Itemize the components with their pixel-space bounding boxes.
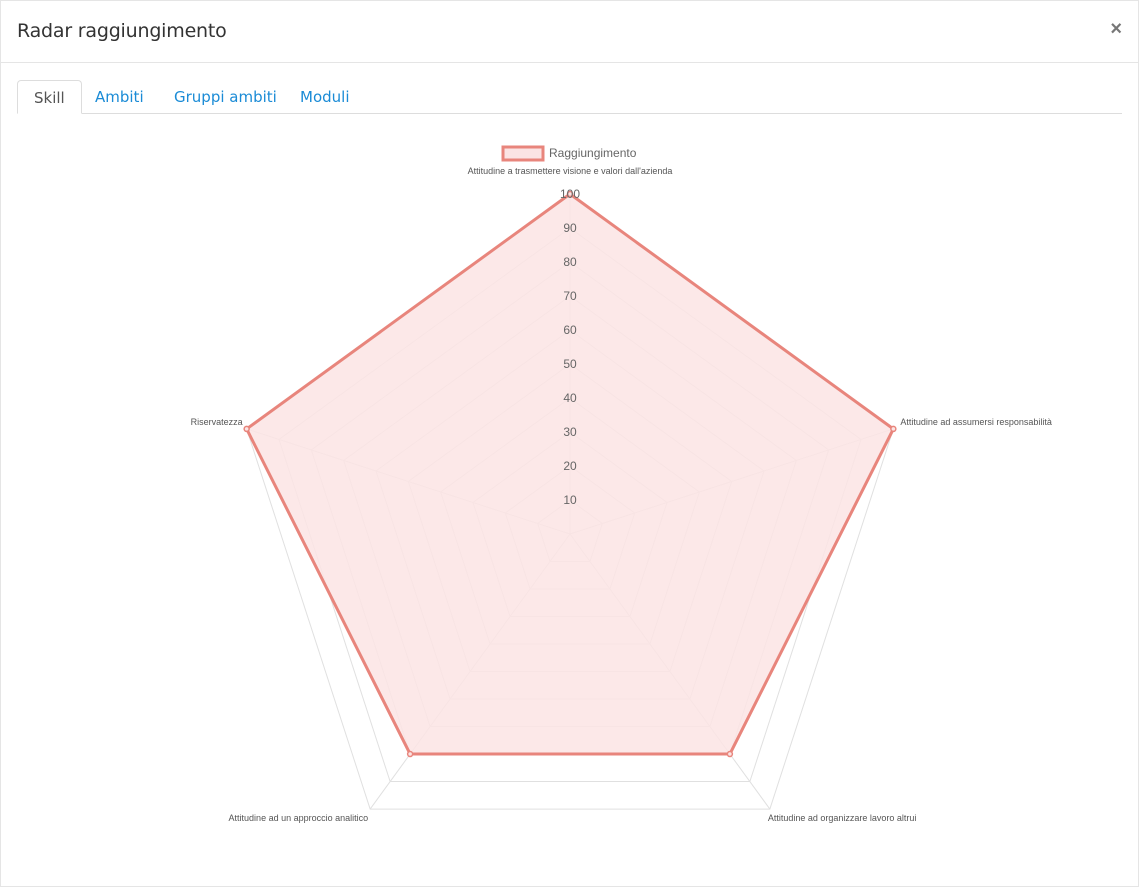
tick-label: 70: [563, 289, 577, 303]
tick-label: 10: [563, 493, 577, 507]
data-point-0: [566, 190, 574, 198]
tab-bar: Skill Ambiti Gruppi ambiti Moduli: [17, 80, 1122, 114]
radar-chart: Raggiungimento 10 20 30 40 50 60 70 80 90 100 Att…: [191, 145, 1052, 823]
tick-label: 100: [560, 187, 580, 201]
radar-category-labels: Attitudine a trasmettere visione e valor…: [191, 166, 1052, 823]
category-label-1: Attitudine ad assumersi responsabilità: [900, 417, 1052, 427]
category-label-4: Riservatezza: [191, 417, 243, 427]
tick-label: 20: [563, 459, 577, 473]
tick-label: 40: [563, 391, 577, 405]
tick-label: 90: [563, 221, 577, 235]
tab-gruppi-ambiti[interactable]: Gruppi ambiti: [174, 88, 277, 106]
tick-label: 80: [563, 255, 577, 269]
close-button[interactable]: ×: [1110, 18, 1122, 40]
chart-legend[interactable]: Raggiungimento: [501, 145, 637, 162]
legend-label: Raggiungimento: [549, 146, 637, 160]
category-label-0: Attitudine a trasmettere visione e valor…: [468, 166, 673, 176]
data-point-1: [890, 425, 897, 433]
series-area-0: [245, 192, 895, 756]
category-label-2: Attitudine ad organizzare lavoro altrui: [768, 813, 917, 823]
tab-skill[interactable]: Skill: [17, 80, 82, 114]
tick-label: 60: [563, 323, 577, 337]
category-label-3: Attitudine ad un approccio analitico: [229, 813, 369, 823]
modal-header: Radar raggiungimento ×: [1, 1, 1138, 63]
data-point-2: [726, 750, 734, 758]
tick-label: 50: [563, 357, 577, 371]
legend-swatch: [501, 145, 545, 162]
tab-ambiti[interactable]: Ambiti: [95, 88, 144, 106]
modal-title: Radar raggiungimento: [17, 20, 227, 42]
radar-tick-labels: 10 20 30 40 50 60 70 80 90 100: [560, 187, 580, 507]
tick-label: 30: [563, 425, 577, 439]
tab-moduli[interactable]: Moduli: [300, 88, 350, 106]
data-point-3: [406, 750, 414, 758]
data-point-4: [243, 425, 250, 433]
radar-series: [243, 190, 897, 758]
